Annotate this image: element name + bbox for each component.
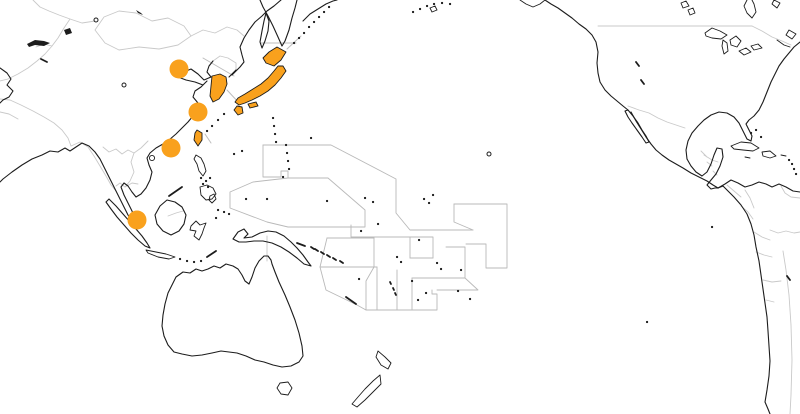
country-japan-hokkaido	[262, 46, 287, 67]
country-japan-honshu	[234, 65, 287, 106]
eez-boundaries	[229, 144, 508, 311]
map-marker-shanghai[interactable]	[188, 102, 208, 122]
country-japan-kyushu	[233, 105, 244, 116]
highlighted-countries	[193, 46, 287, 147]
map-marker-hongkong[interactable]	[161, 138, 181, 158]
lakes	[27, 10, 492, 157]
country-south-korea	[209, 73, 228, 103]
map-marker-bohai[interactable]	[169, 59, 189, 79]
marker-layer	[127, 59, 208, 230]
island-dots	[178, 1, 798, 324]
country-taiwan	[193, 129, 203, 147]
map-marker-singapore[interactable]	[127, 210, 147, 230]
country-japan-shikoku	[247, 101, 259, 109]
